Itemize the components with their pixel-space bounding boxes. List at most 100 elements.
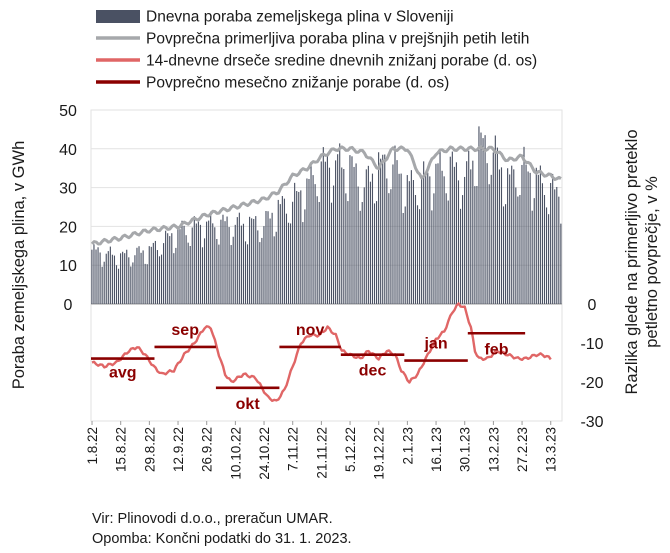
bar — [101, 266, 103, 304]
bar — [525, 164, 527, 304]
bar — [277, 199, 279, 304]
bar — [398, 173, 400, 304]
bar — [388, 193, 390, 304]
bar — [486, 163, 488, 304]
bar — [332, 185, 335, 304]
bar — [316, 196, 318, 304]
bar — [281, 196, 283, 304]
bar — [337, 154, 339, 304]
bar — [230, 245, 232, 304]
bar — [234, 224, 236, 304]
bar — [226, 216, 228, 304]
y-right-tick-label: 0 — [588, 297, 597, 314]
bar — [330, 202, 333, 304]
bar — [103, 261, 105, 304]
bar — [212, 223, 214, 304]
bar — [439, 150, 441, 304]
bar — [416, 205, 419, 304]
x-tick-label: 15.8.22 — [114, 427, 129, 472]
bar — [158, 256, 161, 304]
bar — [554, 189, 556, 304]
bar — [437, 163, 439, 304]
y-left-tick-label: 30 — [59, 181, 77, 198]
bar — [236, 217, 238, 304]
y-right-tick-label: -20 — [580, 375, 603, 392]
x-tick-label: 7.11.22 — [286, 427, 301, 471]
x-tick-label: 21.11.22 — [314, 427, 329, 479]
bar — [308, 178, 310, 304]
x-tick-label: 2.1.23 — [400, 427, 415, 465]
bar — [304, 209, 306, 304]
bar — [490, 174, 492, 304]
bar — [265, 211, 267, 304]
bar — [451, 151, 453, 304]
bar — [361, 202, 363, 304]
month-label: feb — [484, 341, 508, 358]
bar — [421, 179, 423, 304]
axes: 50 40 30 20 10 0 0 -10 -20 -30 1.8.22 15.8.22 29.8.2… — [59, 103, 604, 480]
bar — [414, 195, 417, 304]
bar — [232, 236, 234, 304]
line-series — [90, 145, 562, 403]
bar — [384, 154, 386, 304]
month-label: dec — [359, 363, 387, 380]
bar — [165, 230, 167, 304]
y-axis-left-title: Poraba zemeljskega plina, v GWh — [10, 141, 28, 390]
bar — [412, 180, 414, 304]
bar — [482, 138, 484, 304]
x-tick-label: 16.1.23 — [429, 427, 444, 472]
bar — [351, 156, 353, 304]
bar — [93, 244, 95, 304]
monthly-average-series: avg sep okt nov dec jan feb — [91, 322, 526, 413]
bar — [513, 169, 515, 304]
bar — [279, 204, 281, 304]
bar — [392, 164, 394, 304]
bar — [435, 163, 437, 304]
bar — [396, 160, 398, 304]
bar — [535, 167, 537, 304]
bar — [122, 251, 124, 304]
bar — [509, 174, 511, 304]
bar — [179, 229, 181, 304]
month-label: okt — [236, 396, 261, 413]
y-left-tick-label: 0 — [64, 297, 73, 314]
bar — [156, 250, 159, 304]
month-label: sep — [171, 322, 199, 339]
bar — [367, 165, 369, 304]
bar — [228, 227, 230, 304]
bar-series-daily-consumption — [91, 126, 562, 304]
bar — [312, 175, 314, 304]
bar — [427, 172, 429, 304]
bar — [124, 253, 126, 304]
bar — [515, 187, 517, 304]
bar — [355, 163, 357, 304]
x-tick-label: 26.9.22 — [200, 427, 215, 472]
bar — [488, 184, 490, 304]
bar — [502, 206, 505, 304]
five-year-average-line — [90, 145, 562, 246]
bar — [507, 168, 509, 304]
bar — [531, 210, 533, 304]
x-tick-label: 27.2.23 — [515, 427, 530, 472]
bar — [365, 169, 367, 304]
bar — [253, 218, 255, 304]
bar — [197, 221, 199, 304]
bar — [394, 145, 396, 304]
bar — [128, 257, 130, 304]
x-tick-label: 12.9.22 — [171, 427, 186, 472]
bar — [429, 176, 431, 304]
bar — [150, 246, 152, 304]
bar — [492, 152, 494, 304]
bar — [302, 222, 304, 304]
bar — [328, 167, 331, 304]
bar — [533, 198, 535, 304]
bar — [480, 132, 482, 304]
bar — [193, 216, 195, 304]
bar — [171, 233, 173, 304]
bar — [163, 243, 165, 304]
bar — [298, 191, 300, 304]
bar — [199, 224, 202, 304]
bar — [369, 181, 371, 304]
bar — [134, 255, 136, 304]
y-left-tick-label: 40 — [59, 142, 77, 159]
